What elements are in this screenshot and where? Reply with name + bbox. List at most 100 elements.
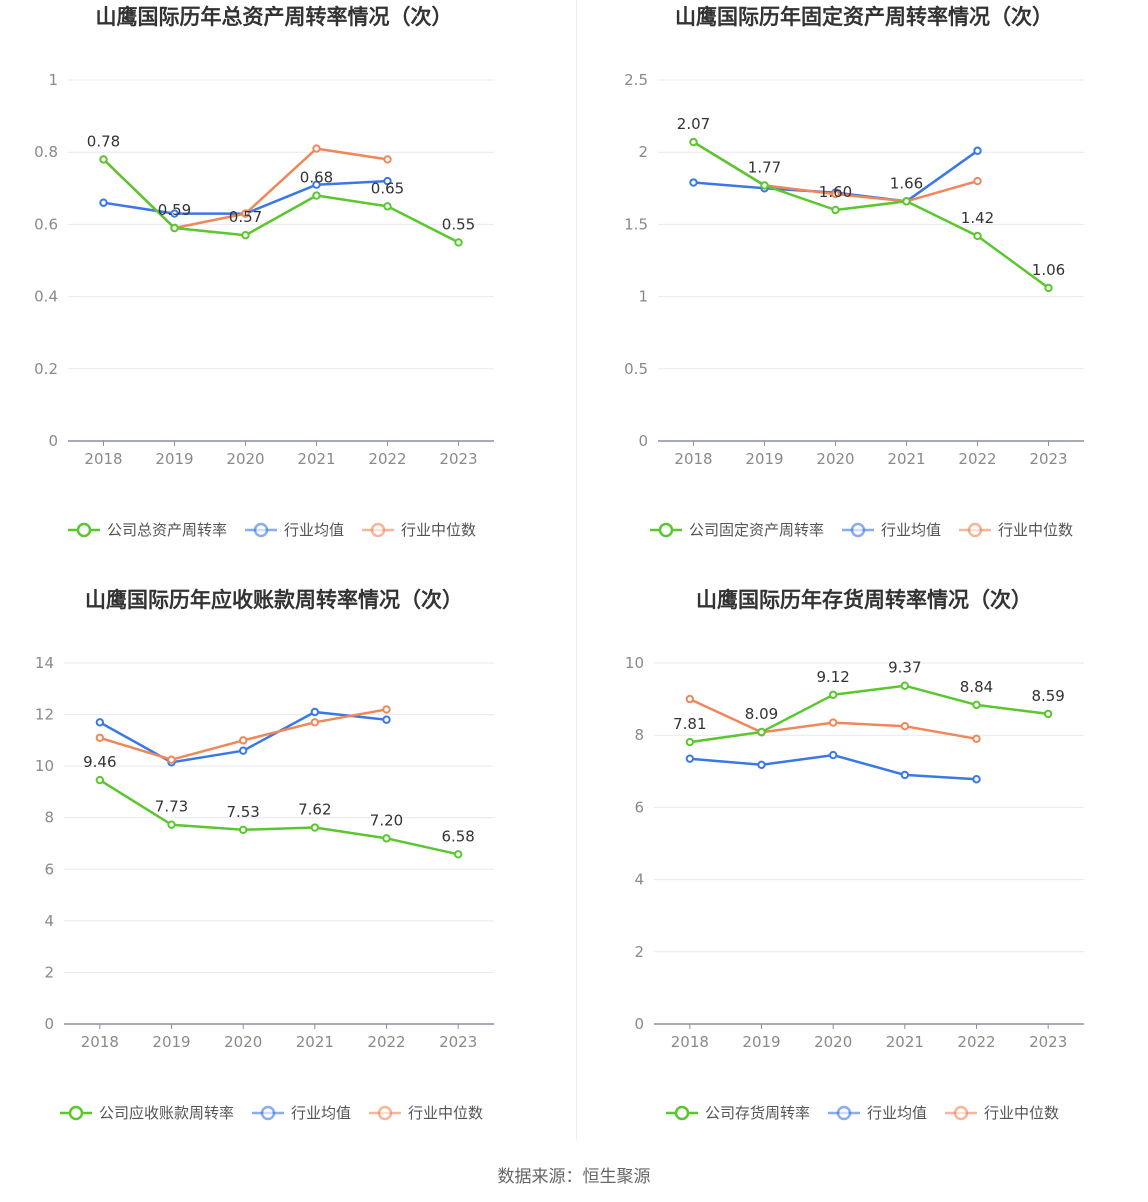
y-tick-label: 0.4 [34, 288, 58, 306]
data-point [238, 736, 248, 745]
y-tick-label: 10 [625, 654, 644, 672]
legend-item: 行业中位数 [369, 1104, 483, 1122]
y-tick-label: 1 [48, 71, 58, 89]
data-point [312, 191, 321, 200]
legend-label: 行业均值 [291, 1104, 351, 1122]
legend-label: 行业中位数 [408, 1104, 483, 1122]
data-point [973, 231, 982, 241]
data-label: 0.55 [442, 215, 475, 233]
data-point [382, 834, 391, 843]
data-label: 1.42 [961, 209, 994, 227]
data-point [828, 750, 838, 760]
x-tick-label: 2019 [745, 450, 783, 468]
x-tick-label: 2023 [439, 450, 477, 468]
data-point [972, 775, 981, 784]
chart-inventory: 山鹰国际历年存货周转率情况（次） 0 2 4 6 8 10 2018 2019 2020 2021 2… [625, 588, 1084, 1122]
data-point [99, 155, 108, 164]
data-label: 9.12 [816, 668, 849, 686]
x-tick-label: 2018 [81, 1033, 119, 1051]
x-tick-label: 2022 [368, 450, 406, 468]
y-tick-label: 4 [44, 912, 54, 930]
y-tick-label: 2 [44, 963, 54, 981]
legend-item: 行业均值 [842, 521, 941, 539]
data-point [831, 189, 840, 199]
y-tick-label: 6 [634, 798, 644, 816]
y-tick-label: 0 [638, 432, 648, 450]
data-label: 7.53 [226, 803, 259, 821]
y-tick-label: 0 [634, 1015, 644, 1033]
legend-item: 公司存货周转率 [666, 1104, 810, 1122]
data-point [453, 850, 463, 859]
series-line [102, 158, 460, 244]
data-point [310, 707, 320, 717]
data-point [685, 754, 695, 763]
data-point [454, 238, 463, 247]
data-point [312, 180, 321, 189]
data-point [382, 715, 391, 724]
series-line [692, 141, 1050, 289]
legend-item: 行业中位数 [362, 521, 476, 539]
data-label: 0.68 [300, 169, 333, 187]
legend-marker [674, 1105, 690, 1121]
data-label: 0.78 [87, 132, 120, 150]
y-tick-label: 2.5 [624, 71, 648, 89]
x-tick-label: 2018 [671, 1033, 709, 1051]
data-label: 1.66 [890, 174, 923, 192]
legend-label: 公司固定资产周转率 [689, 521, 824, 539]
panel-divider [576, 0, 577, 1140]
data-point [973, 146, 982, 155]
legend-label: 行业均值 [867, 1104, 927, 1122]
x-tick-label: 2018 [84, 450, 122, 468]
x-tick-label: 2023 [439, 1033, 477, 1051]
legend-label: 公司应收账款周转率 [99, 1104, 234, 1122]
legend-item: 公司固定资产周转率 [650, 521, 824, 539]
data-point [902, 197, 911, 206]
data-label: 1.06 [1032, 261, 1065, 279]
legend-marker [967, 522, 983, 538]
chart-panel-inventory: 山鹰国际历年存货周转率情况（次） 0 2 4 6 8 10 2018 2019 2020 2021 2… [590, 583, 1148, 1163]
data-point [1043, 709, 1053, 719]
chart-title: 山鹰国际历年总资产周转率情况（次） [96, 5, 453, 29]
y-tick-label: 0 [48, 432, 58, 450]
data-label: 2.07 [677, 115, 710, 133]
chart-title: 山鹰国际历年固定资产周转率情况（次） [675, 5, 1053, 29]
legend-item: 行业中位数 [959, 521, 1073, 539]
legend-item: 行业均值 [245, 521, 344, 539]
x-tick-label: 2019 [742, 1033, 780, 1051]
x-tick-label: 2019 [152, 1033, 190, 1051]
data-point [310, 823, 320, 832]
legend-marker [370, 522, 386, 538]
legend-marker [68, 1105, 84, 1121]
y-tick-label: 0.5 [624, 360, 648, 378]
y-tick-label: 2 [638, 143, 648, 161]
y-tick-label: 6 [44, 860, 54, 878]
legend-item: 行业中位数 [945, 1104, 1059, 1122]
data-point [99, 198, 108, 207]
x-tick-label: 2022 [367, 1033, 405, 1051]
data-point [241, 231, 250, 240]
legend-label: 行业中位数 [401, 521, 476, 539]
x-tick-label: 2021 [887, 450, 925, 468]
legend-item: 公司应收账款周转率 [60, 1104, 234, 1122]
legend-label: 行业均值 [881, 521, 941, 539]
data-point [167, 820, 176, 829]
data-label: 1.60 [819, 183, 852, 201]
data-label: 8.84 [960, 678, 993, 696]
chart-panel-total-assets: 山鹰国际历年总资产周转率情况（次） 0 0.2 0.4 0.6 0.8 1 2018 2019 2… [0, 0, 574, 580]
data-point [685, 737, 695, 747]
y-tick-label: 1.5 [624, 215, 648, 233]
x-tick-label: 2021 [297, 450, 335, 468]
x-tick-label: 2018 [674, 450, 712, 468]
data-label: 0.59 [158, 201, 191, 219]
y-tick-label: 8 [44, 809, 54, 827]
x-tick-label: 2019 [155, 450, 193, 468]
data-label: 1.77 [748, 158, 781, 176]
legend-marker [253, 522, 269, 538]
y-tick-label: 1 [638, 288, 648, 306]
series-line [99, 779, 459, 856]
y-tick-label: 14 [35, 654, 54, 672]
legend-marker [260, 1105, 276, 1121]
chart-panel-receivables: 山鹰国际历年应收账款周转率情况（次） 0 2 4 6 8 10 12 14 2018 2019 202… [0, 583, 574, 1163]
legend-label: 公司总资产周转率 [107, 521, 227, 539]
data-point [972, 700, 981, 710]
